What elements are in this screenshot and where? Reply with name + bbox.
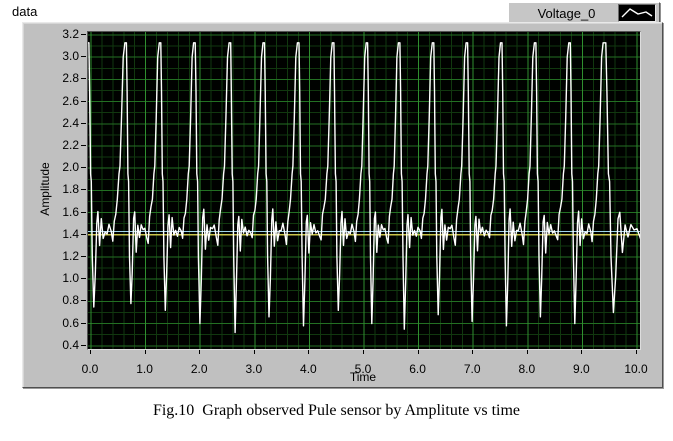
x-tick-label: 0.0 (81, 362, 99, 376)
y-tick-label: 1.4 (62, 226, 79, 241)
y-tick-mark (81, 344, 86, 346)
y-tick-label: 3.0 (62, 49, 79, 64)
x-tick-label: 9.0 (573, 362, 590, 376)
y-tick-label: 2.8 (62, 71, 79, 86)
x-tick-mark (636, 350, 637, 354)
x-tick-mark (472, 350, 474, 354)
x-tick-label: 8.0 (518, 362, 536, 376)
y-tick-label: 0.8 (62, 293, 79, 308)
x-tick-label: 2.0 (190, 362, 208, 376)
y-tick-label: 1.2 (62, 249, 79, 263)
y-tick-label: 2.2 (62, 138, 79, 152)
plot-area[interactable] (87, 31, 641, 350)
y-tick-mark (81, 278, 86, 280)
y-tick-mark (81, 233, 86, 235)
y-tick-label: 2.4 (62, 115, 79, 130)
y-tick-label: 1.8 (62, 182, 79, 197)
y-tick-mark (81, 34, 86, 35)
chart-title-label: data (12, 4, 38, 19)
y-tick-mark (81, 322, 86, 324)
x-tick-mark (144, 350, 146, 354)
waveform-chart[interactable] (88, 32, 640, 349)
x-tick-mark (308, 350, 310, 354)
chart-panel: Amplitude 3.2 3.0 2.8 2.6 2.4 2.2 2.0 1.8 1.6 1.4… (22, 22, 663, 388)
y-tick-label: 0.4 (62, 337, 79, 352)
y-tick-mark (81, 122, 86, 124)
y-tick-label: 2.6 (62, 93, 79, 108)
x-tick-mark (417, 350, 419, 354)
plot-legend[interactable]: Voltage_0 (508, 2, 660, 24)
x-tick-mark (253, 350, 255, 354)
x-tick-mark (199, 350, 201, 354)
x-tick-label: 3.0 (245, 362, 263, 376)
y-tick-mark (81, 300, 86, 302)
y-tick-mark (81, 256, 86, 257)
y-tick-mark (81, 167, 86, 169)
x-tick-mark (581, 350, 583, 354)
y-tick-label: 1.0 (62, 271, 79, 286)
x-tick-mark (363, 350, 364, 354)
x-tick-label: 1.0 (136, 362, 153, 376)
x-tick-label: 7.0 (463, 362, 481, 376)
x-tick-label: 6.0 (409, 362, 426, 376)
x-tick-mark (526, 350, 528, 354)
x-axis-title: Time (349, 370, 377, 384)
y-tick-mark (81, 211, 86, 213)
y-tick-mark (81, 145, 86, 146)
voltage-trace (88, 42, 640, 334)
y-tick-label: 2.0 (62, 160, 79, 175)
x-tick-label: 4.0 (300, 362, 317, 376)
x-tick-label: 10.0 (624, 362, 648, 376)
y-tick-mark (81, 78, 86, 80)
y-tick-mark (81, 56, 86, 58)
y-tick-label: 1.6 (62, 204, 79, 219)
x-tick-label: 5.0 (354, 362, 372, 376)
legend-plot-name: Voltage_0 (537, 5, 596, 21)
y-tick-mark (81, 100, 86, 102)
x-tick-mark (90, 350, 91, 354)
y-tick-mark (81, 189, 86, 191)
y-tick-label: 0.6 (62, 315, 79, 330)
y-tick-label: 3.2 (62, 27, 79, 41)
waveform-icon[interactable] (618, 4, 656, 22)
figure-caption: Fig.10 Graph observed Pule sensor by Amp… (152, 402, 521, 419)
